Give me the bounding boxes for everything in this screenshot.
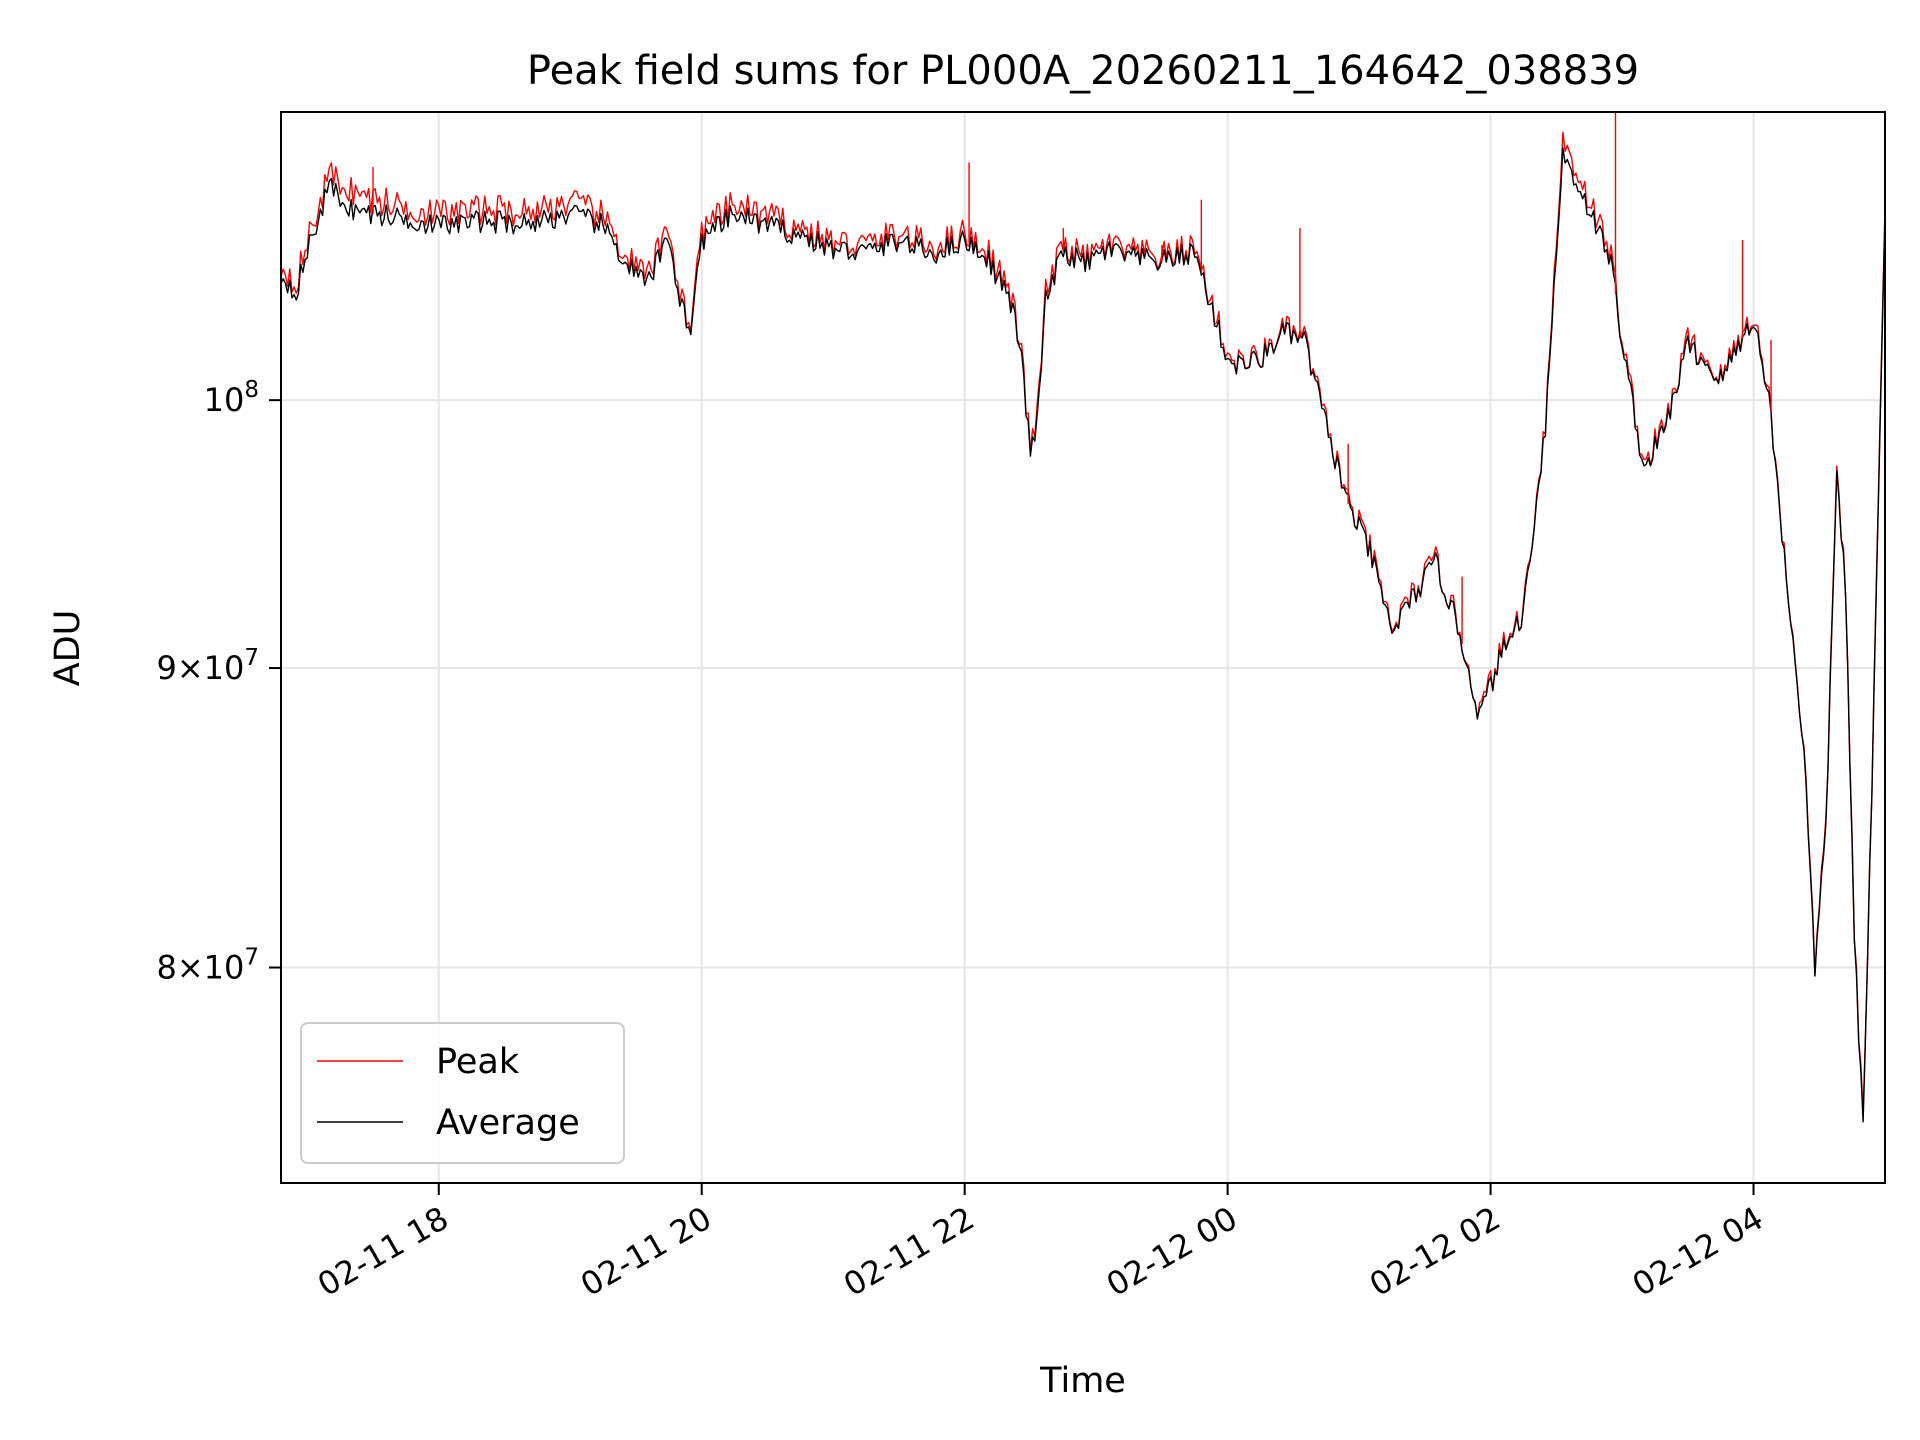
legend-label-average: Average: [436, 1103, 580, 1143]
y-axis: 108 9×107 8×107: [156, 377, 281, 987]
series-line-average: [281, 147, 1885, 1123]
y-tick-label: 8×107: [156, 945, 259, 987]
plot-frame: [280, 111, 1886, 1184]
y-tick-label: 9×107: [156, 645, 259, 687]
legend-label-peak: Peak: [436, 1042, 520, 1082]
y-axis-label: ADU: [48, 610, 88, 687]
x-axis-label: Time: [1039, 1361, 1126, 1401]
grid: [281, 112, 1885, 1183]
legend-box: [300, 1022, 625, 1164]
plot-area: [281, 112, 1885, 1123]
chart-title: Peak field sums for PL000A_20260211_1646…: [527, 48, 1639, 94]
y-tick-label: 108: [204, 377, 259, 419]
legend: Peak Average: [300, 1022, 625, 1164]
